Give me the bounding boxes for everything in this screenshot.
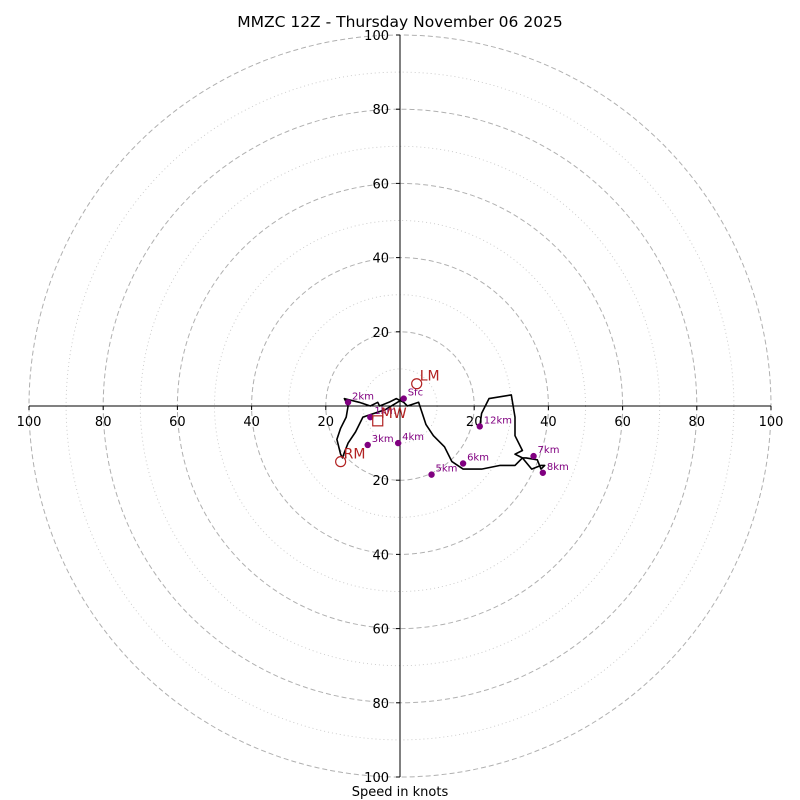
storm-motion-marker-RM [335, 456, 347, 468]
x-tick-label: 40 [243, 415, 260, 430]
y-tick-label: 40 [372, 252, 389, 267]
height-marker-Sfc [400, 395, 407, 402]
x-tick-label: 20 [318, 415, 335, 430]
height-marker-8km [539, 469, 547, 476]
storm-motion-label-LM: LM [420, 369, 440, 385]
height-label-12km: 12km [484, 415, 512, 426]
height-marker-7km [530, 452, 537, 460]
y-tick-label: 40 [372, 548, 389, 563]
y-tick-label: 60 [372, 177, 389, 192]
height-marker-4km [394, 439, 402, 447]
x-tick-label: 100 [759, 415, 784, 430]
storm-motion-markers: LM MW RM [335, 369, 440, 468]
height-label-6km: 6km [467, 453, 489, 464]
height-label-1km: 1km [374, 406, 396, 417]
x-axis-label: Speed in knots [352, 785, 449, 800]
height-label-3km: 3km [372, 434, 394, 445]
storm-motion-label-MW: MW [381, 406, 407, 422]
height-label-Sfc: Sfc [408, 388, 423, 399]
wind-profile [336, 394, 546, 470]
height-label-4km: 4km [402, 432, 424, 443]
height-marker-2km [344, 399, 352, 406]
x-tick-label: 80 [95, 415, 112, 430]
storm-motion-marker-MW [372, 415, 384, 427]
height-marker-5km [428, 471, 435, 478]
y-tick-label: 20 [372, 474, 389, 489]
y-tick-label: 80 [372, 103, 389, 118]
height-marker-12km [476, 423, 483, 430]
hodograph-trace [336, 394, 546, 470]
y-tick-label: 20 [372, 326, 389, 341]
y-tick-label: 100 [364, 29, 389, 44]
height-marker-1km [367, 413, 374, 421]
y-tick-label: 100 [364, 771, 389, 786]
x-tick-label: 100 [17, 415, 42, 430]
storm-motion-marker-LM [411, 378, 423, 390]
height-marker-3km [364, 441, 371, 449]
y-tick-label: 60 [372, 623, 389, 638]
chart-title: MMZC 12Z - Thursday November 06 2025 [237, 13, 563, 31]
height-label-7km: 7km [538, 445, 560, 456]
height-label-2km: 2km [352, 391, 374, 402]
x-tick-label: 80 [689, 415, 706, 430]
axes [29, 35, 771, 777]
y-tick-label: 80 [372, 697, 389, 712]
x-tick-label: 60 [169, 415, 186, 430]
x-tick-label: 40 [540, 415, 557, 430]
storm-motion-label-RM: RM [344, 447, 366, 463]
height-label-5km: 5km [436, 464, 458, 475]
height-label-8km: 8km [547, 462, 569, 473]
height-marker-6km [459, 460, 467, 467]
x-tick-label: 60 [614, 415, 631, 430]
